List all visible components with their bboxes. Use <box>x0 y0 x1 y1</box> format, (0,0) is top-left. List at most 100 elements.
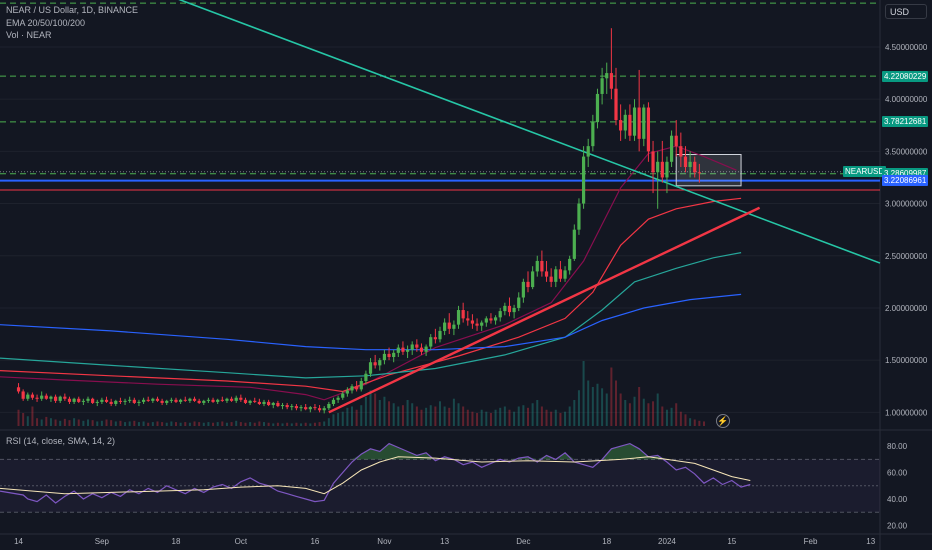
candle-body[interactable] <box>294 406 299 409</box>
ema-legend[interactable]: EMA 20/50/100/200 <box>6 18 86 28</box>
candle-body[interactable] <box>489 318 493 321</box>
candle-body[interactable] <box>660 161 664 178</box>
candle-body[interactable] <box>169 399 173 401</box>
candle-body[interactable] <box>188 398 192 401</box>
candle-body[interactable] <box>35 397 39 399</box>
candle-body[interactable] <box>364 373 368 382</box>
candle-body[interactable] <box>572 229 576 259</box>
candle-body[interactable] <box>72 398 76 402</box>
candle-body[interactable] <box>109 401 113 404</box>
candle-body[interactable] <box>350 386 354 391</box>
candle-body[interactable] <box>267 401 271 406</box>
candle-body[interactable] <box>299 407 303 409</box>
candle-body[interactable] <box>368 362 373 374</box>
candle-body[interactable] <box>591 122 595 147</box>
candle-body[interactable] <box>507 305 512 313</box>
candle-body[interactable] <box>132 399 136 403</box>
candle-body[interactable] <box>669 135 674 162</box>
candle-body[interactable] <box>683 156 688 168</box>
candle-body[interactable] <box>535 260 539 272</box>
candle-body[interactable] <box>114 400 118 404</box>
time-axis[interactable]: 14 Sep 18 Oct 16 Nov 13 Dec 18 2024 15 Feb 13 <box>14 537 876 546</box>
candle-body[interactable] <box>466 318 470 321</box>
candle-body[interactable] <box>415 344 419 348</box>
candle-body[interactable] <box>443 322 447 331</box>
candle-body[interactable] <box>331 399 336 404</box>
candle-body[interactable] <box>95 401 99 403</box>
candle-body[interactable] <box>355 386 359 390</box>
candle-body[interactable] <box>276 402 280 407</box>
candle-body[interactable] <box>229 398 234 401</box>
candle-body[interactable] <box>183 399 187 401</box>
candle-body[interactable] <box>137 401 141 403</box>
candle-body[interactable] <box>521 281 525 298</box>
candle-body[interactable] <box>243 399 248 403</box>
candle-body[interactable] <box>498 311 502 318</box>
candle-body[interactable] <box>63 396 67 399</box>
candle-body[interactable] <box>206 399 211 401</box>
candles[interactable] <box>16 28 701 414</box>
candle-body[interactable] <box>165 400 169 403</box>
candle-body[interactable] <box>697 172 701 174</box>
candle-body[interactable] <box>220 399 224 401</box>
candle-body[interactable] <box>586 146 590 157</box>
candle-body[interactable] <box>341 393 345 398</box>
candle-body[interactable] <box>577 203 581 230</box>
candle-body[interactable] <box>614 88 618 121</box>
candle-body[interactable] <box>345 390 349 394</box>
candle-body[interactable] <box>146 399 150 401</box>
candle-body[interactable] <box>202 400 206 403</box>
candle-body[interactable] <box>554 269 558 282</box>
lightning-icon[interactable]: ⚡ <box>716 414 730 428</box>
candle-body[interactable] <box>387 353 391 358</box>
candle-body[interactable] <box>392 352 396 358</box>
candle-body[interactable] <box>58 396 62 401</box>
candle-body[interactable] <box>86 398 90 401</box>
candle-body[interactable] <box>216 399 220 402</box>
descending-trendline[interactable] <box>97 0 881 264</box>
candle-body[interactable] <box>123 400 127 402</box>
candle-body[interactable] <box>623 114 627 131</box>
candle-body[interactable] <box>401 347 405 352</box>
candle-body[interactable] <box>656 161 660 173</box>
candle-body[interactable] <box>674 135 678 147</box>
candle-body[interactable] <box>308 407 312 410</box>
candle-body[interactable] <box>81 400 85 402</box>
candle-body[interactable] <box>104 399 109 402</box>
candle-body[interactable] <box>424 346 428 352</box>
candle-body[interactable] <box>327 403 331 409</box>
candle-body[interactable] <box>322 408 326 411</box>
candle-body[interactable] <box>378 360 382 366</box>
candle-body[interactable] <box>480 322 484 326</box>
candle-body[interactable] <box>53 396 58 401</box>
candle-body[interactable] <box>179 399 183 402</box>
candle-body[interactable] <box>44 395 48 399</box>
candle-body[interactable] <box>174 399 178 402</box>
candle-body[interactable] <box>563 270 567 279</box>
candle-body[interactable] <box>461 310 465 319</box>
candle-body[interactable] <box>646 107 651 152</box>
candle-body[interactable] <box>26 394 30 399</box>
candle-body[interactable] <box>16 387 21 392</box>
candle-body[interactable] <box>313 407 317 409</box>
candle-body[interactable] <box>419 347 424 352</box>
trendlines[interactable] <box>97 0 881 414</box>
candle-body[interactable] <box>526 281 530 288</box>
candle-body[interactable] <box>651 151 655 173</box>
currency-button[interactable]: USD <box>885 4 927 19</box>
candle-body[interactable] <box>253 400 257 402</box>
candle-body[interactable] <box>67 398 72 402</box>
candle-body[interactable] <box>609 73 613 89</box>
candle-body[interactable] <box>49 396 53 399</box>
candle-body[interactable] <box>665 161 669 178</box>
candle-body[interactable] <box>693 161 697 173</box>
candle-body[interactable] <box>512 307 516 313</box>
candle-body[interactable] <box>382 353 387 361</box>
candle-body[interactable] <box>410 344 414 350</box>
candle-body[interactable] <box>452 324 456 329</box>
candle-body[interactable] <box>192 398 197 401</box>
candle-body[interactable] <box>336 397 340 400</box>
candle-body[interactable] <box>359 381 363 390</box>
candle-body[interactable] <box>517 297 521 308</box>
